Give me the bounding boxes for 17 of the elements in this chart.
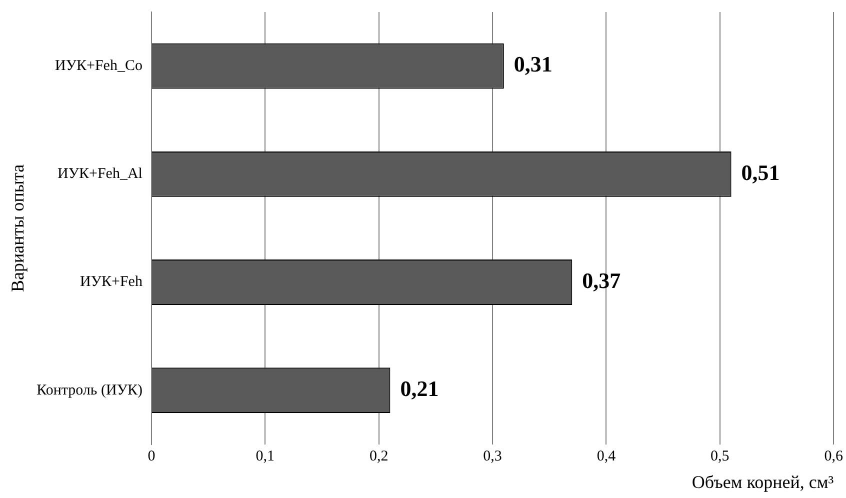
data-label: 0,37 xyxy=(582,268,621,293)
x-axis-title: Объем корней, см³ xyxy=(692,472,834,492)
x-tick-label: 0,1 xyxy=(256,448,275,464)
y-tick-label: ИУК+Feh_Co xyxy=(55,58,142,74)
x-tick-label: 0,3 xyxy=(483,448,502,464)
x-tick-label: 0,4 xyxy=(596,448,616,464)
x-tick-label: 0,5 xyxy=(710,448,730,464)
x-tick-label: 0,2 xyxy=(369,448,388,464)
data-label: 0,31 xyxy=(514,52,552,77)
data-label: 0,21 xyxy=(400,376,439,402)
x-tick-label: 0 xyxy=(148,448,156,464)
y-tick-label: ИУК+Feh_Al xyxy=(58,166,142,182)
data-label: 0,51 xyxy=(741,160,780,185)
y-axis-title: Варианты опыта xyxy=(8,164,28,292)
y-tick-label: Контроль (ИУК) xyxy=(36,382,142,398)
y-tick-label: ИУК+Feh xyxy=(80,274,143,290)
x-tick-label: 0,6 xyxy=(824,448,844,464)
